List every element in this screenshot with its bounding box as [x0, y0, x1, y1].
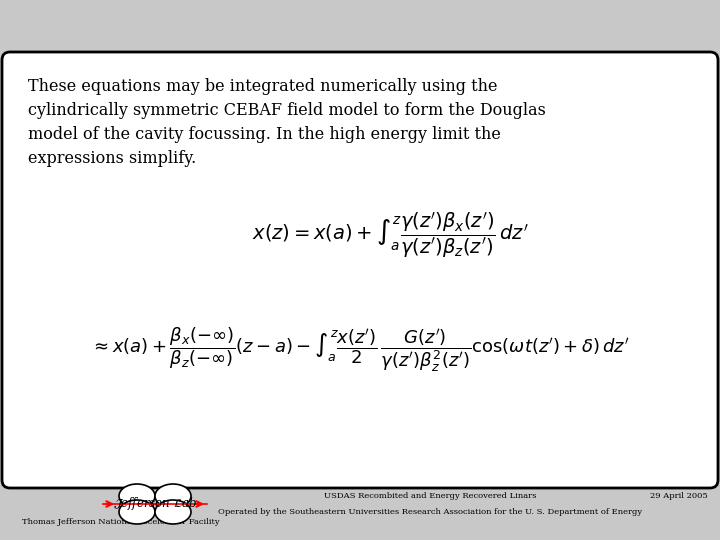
- Ellipse shape: [155, 484, 191, 508]
- Text: 29 April 2005: 29 April 2005: [650, 492, 708, 500]
- Ellipse shape: [119, 484, 155, 508]
- Text: $\approx x(a) + \dfrac{\beta_{x}(-\infty)}{\beta_{z}(-\infty)}(z-a) - \int_{a}^{: $\approx x(a) + \dfrac{\beta_{x}(-\infty…: [90, 326, 630, 374]
- Ellipse shape: [155, 500, 191, 524]
- Text: $\mathcal{J}$efferson $\mathcal{L}$ab: $\mathcal{J}$efferson $\mathcal{L}$ab: [113, 496, 197, 512]
- Text: USDAS Recombited and Energy Recovered Linars: USDAS Recombited and Energy Recovered Li…: [324, 492, 536, 500]
- Text: Thomas Jefferson National Accelerator Facility: Thomas Jefferson National Accelerator Fa…: [22, 518, 220, 526]
- FancyBboxPatch shape: [2, 52, 718, 488]
- Ellipse shape: [119, 500, 155, 524]
- Text: $x(z) = x(a) + \int_{a}^{z} \dfrac{\gamma(z^{\prime})\beta_{x}(z^{\prime})}{\gam: $x(z) = x(a) + \int_{a}^{z} \dfrac{\gamm…: [252, 210, 528, 260]
- Text: These equations may be integrated numerically using the
cylindrically symmetric : These equations may be integrated numeri…: [28, 78, 546, 167]
- Text: Operated by the Southeastern Universities Research Association for the U. S. Dep: Operated by the Southeastern Universitie…: [218, 508, 642, 516]
